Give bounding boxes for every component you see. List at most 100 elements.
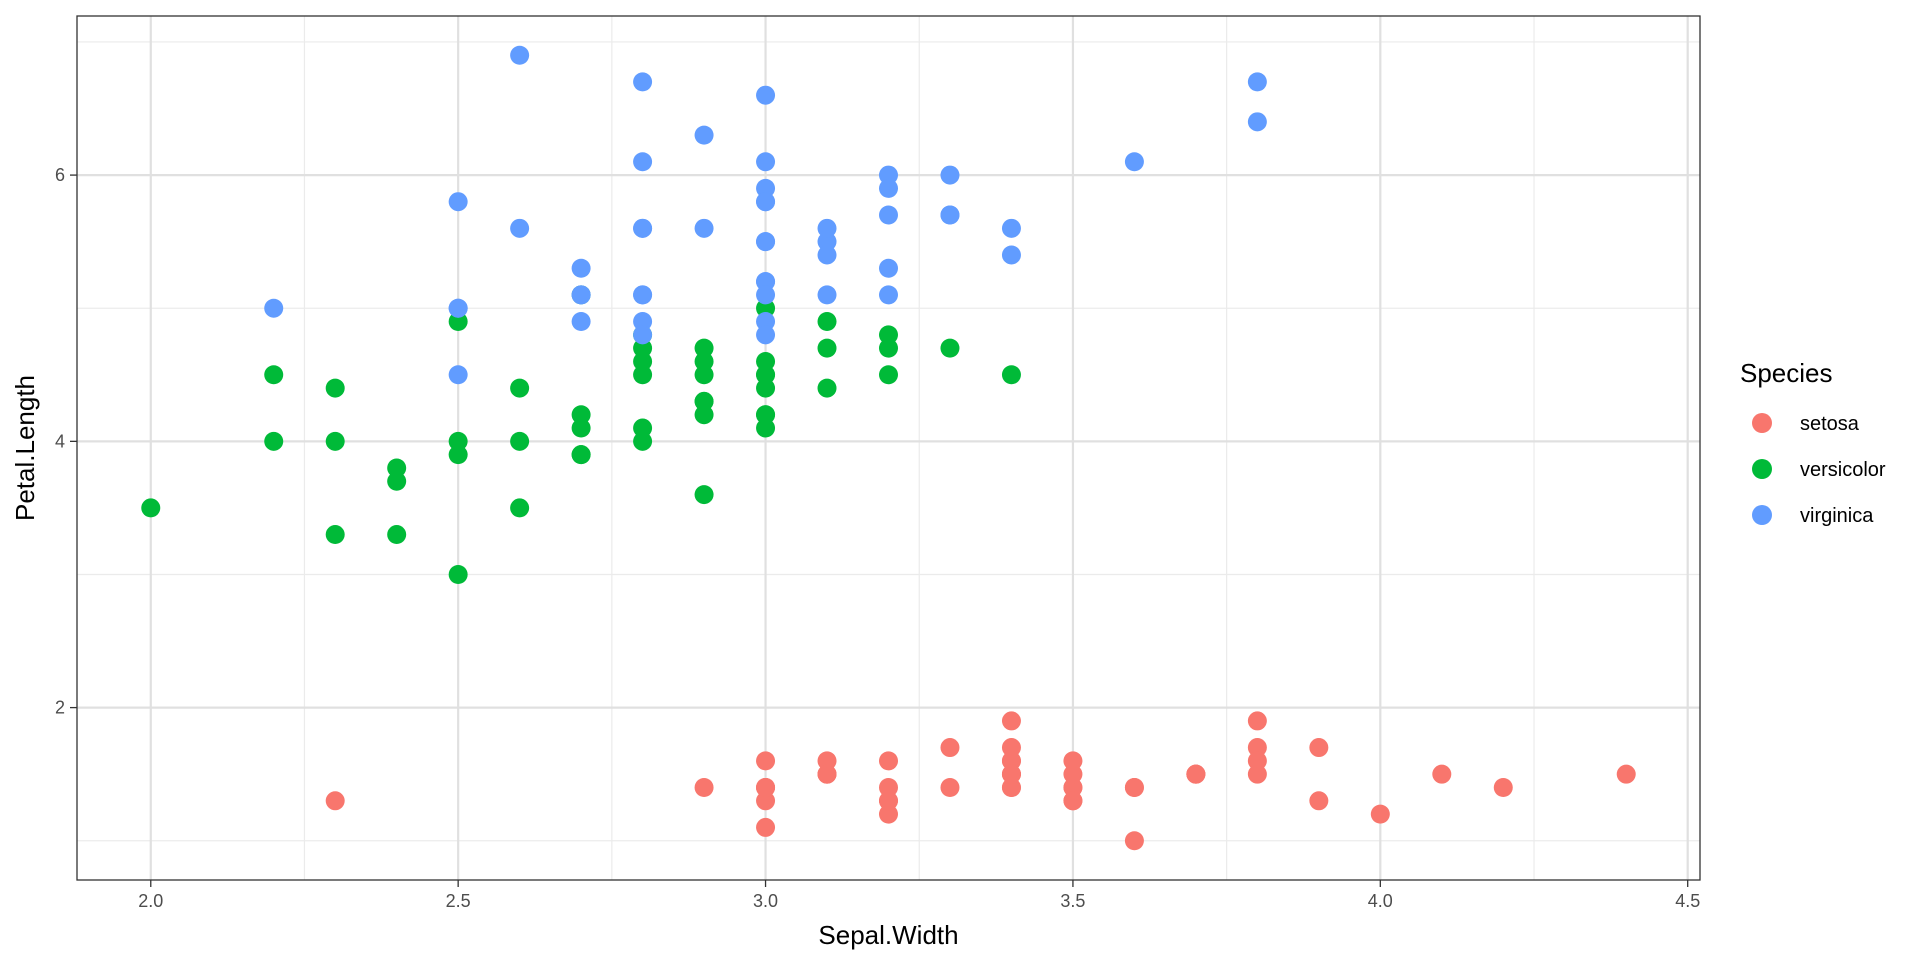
data-point-versicolor bbox=[325, 378, 345, 398]
legend-label-virginica: virginica bbox=[1800, 505, 1874, 527]
data-point-setosa bbox=[1001, 751, 1021, 771]
x-tick-label: 3.5 bbox=[1060, 891, 1085, 911]
data-point-setosa bbox=[879, 804, 898, 824]
x-axis-ticks: 2.0 2.5 3.0 3.5 4.0 4.5 bbox=[138, 880, 1700, 911]
data-point-versicolor bbox=[1001, 365, 1021, 385]
legend-label-setosa: setosa bbox=[1800, 413, 1860, 435]
data-point-setosa bbox=[1001, 711, 1021, 731]
x-tick-label: 2.0 bbox=[138, 891, 163, 911]
data-point-versicolor bbox=[510, 431, 530, 451]
data-point-versicolor bbox=[510, 498, 530, 518]
data-point-virginica bbox=[571, 312, 591, 332]
legend: Species setosa versicolor virginica bbox=[1740, 358, 1886, 527]
data-point-setosa bbox=[325, 791, 345, 811]
data-point-versicolor bbox=[510, 378, 530, 398]
x-tick-label: 2.5 bbox=[446, 891, 471, 911]
data-point-versicolor bbox=[325, 431, 345, 451]
data-point-setosa bbox=[1001, 764, 1021, 784]
data-point-virginica bbox=[879, 205, 898, 225]
data-point-virginica bbox=[264, 298, 284, 318]
data-point-virginica bbox=[756, 285, 776, 305]
panel-border bbox=[76, 15, 1701, 881]
data-point-virginica bbox=[756, 152, 776, 172]
data-point-versicolor bbox=[756, 378, 776, 398]
data-point-virginica bbox=[1124, 152, 1144, 172]
y-tick-label: 2 bbox=[55, 698, 65, 718]
data-point-virginica bbox=[448, 298, 468, 318]
data-point-versicolor bbox=[141, 498, 161, 518]
data-point-virginica bbox=[571, 258, 591, 278]
legend-label-versicolor: versicolor bbox=[1800, 459, 1886, 481]
data-point-virginica bbox=[694, 218, 714, 238]
data-point-versicolor bbox=[633, 418, 653, 438]
data-point-virginica bbox=[756, 272, 776, 292]
data-point-virginica bbox=[817, 218, 837, 238]
data-point-versicolor bbox=[264, 431, 284, 451]
data-point-versicolor bbox=[633, 431, 653, 451]
data-point-setosa bbox=[1370, 804, 1390, 824]
data-point-virginica bbox=[879, 258, 898, 278]
data-point-versicolor bbox=[756, 298, 776, 318]
data-point-setosa bbox=[1063, 777, 1083, 797]
data-point-versicolor bbox=[694, 365, 714, 385]
data-point-versicolor bbox=[264, 365, 284, 385]
data-point-virginica bbox=[633, 285, 653, 305]
data-point-versicolor bbox=[879, 338, 898, 358]
x-tick-label: 4.0 bbox=[1368, 891, 1393, 911]
data-point-versicolor bbox=[879, 325, 898, 345]
data-point-virginica bbox=[756, 192, 776, 212]
data-point-setosa bbox=[817, 764, 837, 784]
legend-key-virginica bbox=[1752, 505, 1772, 525]
data-point-setosa bbox=[879, 791, 898, 811]
data-point-versicolor bbox=[694, 351, 714, 371]
data-point-virginica bbox=[633, 218, 653, 238]
data-point-virginica bbox=[633, 152, 653, 172]
data-point-virginica bbox=[756, 232, 776, 252]
data-point-setosa bbox=[1124, 777, 1144, 797]
data-points bbox=[141, 45, 1636, 851]
data-point-versicolor bbox=[571, 445, 591, 465]
data-point-setosa bbox=[1309, 791, 1329, 811]
data-point-setosa bbox=[879, 777, 898, 797]
data-point-virginica bbox=[448, 192, 468, 212]
data-point-versicolor bbox=[694, 485, 714, 505]
y-axis-title: Petal.Length bbox=[10, 375, 40, 521]
data-point-versicolor bbox=[633, 351, 653, 371]
data-point-virginica bbox=[756, 312, 776, 332]
data-point-versicolor bbox=[940, 338, 960, 358]
data-point-versicolor bbox=[448, 431, 468, 451]
data-point-virginica bbox=[817, 245, 837, 265]
data-point-versicolor bbox=[633, 365, 653, 385]
legend-key-setosa bbox=[1752, 413, 1772, 433]
data-point-setosa bbox=[694, 777, 714, 797]
data-point-versicolor bbox=[756, 418, 776, 438]
data-point-versicolor bbox=[325, 525, 345, 545]
data-point-setosa bbox=[756, 777, 776, 797]
data-point-versicolor bbox=[694, 338, 714, 358]
data-point-versicolor bbox=[387, 471, 407, 491]
y-axis-ticks: 2 4 6 bbox=[55, 165, 77, 718]
x-axis-title: Sepal.Width bbox=[818, 920, 958, 950]
data-point-versicolor bbox=[448, 445, 468, 465]
data-point-setosa bbox=[756, 751, 776, 771]
data-point-versicolor bbox=[694, 391, 714, 411]
data-point-virginica bbox=[817, 285, 837, 305]
data-point-setosa bbox=[1247, 738, 1267, 758]
data-point-virginica bbox=[756, 325, 776, 345]
data-point-versicolor bbox=[756, 351, 776, 371]
data-point-virginica bbox=[879, 178, 898, 198]
data-point-virginica bbox=[510, 218, 530, 238]
minor-gridlines bbox=[77, 16, 1700, 880]
data-point-setosa bbox=[1616, 764, 1636, 784]
data-point-setosa bbox=[756, 817, 776, 837]
data-point-versicolor bbox=[448, 564, 468, 584]
data-point-setosa bbox=[1432, 764, 1452, 784]
data-point-virginica bbox=[1001, 218, 1021, 238]
data-point-virginica bbox=[1001, 245, 1021, 265]
data-point-versicolor bbox=[756, 365, 776, 385]
data-point-setosa bbox=[1001, 777, 1021, 797]
data-point-virginica bbox=[817, 232, 837, 252]
data-point-versicolor bbox=[387, 458, 407, 478]
